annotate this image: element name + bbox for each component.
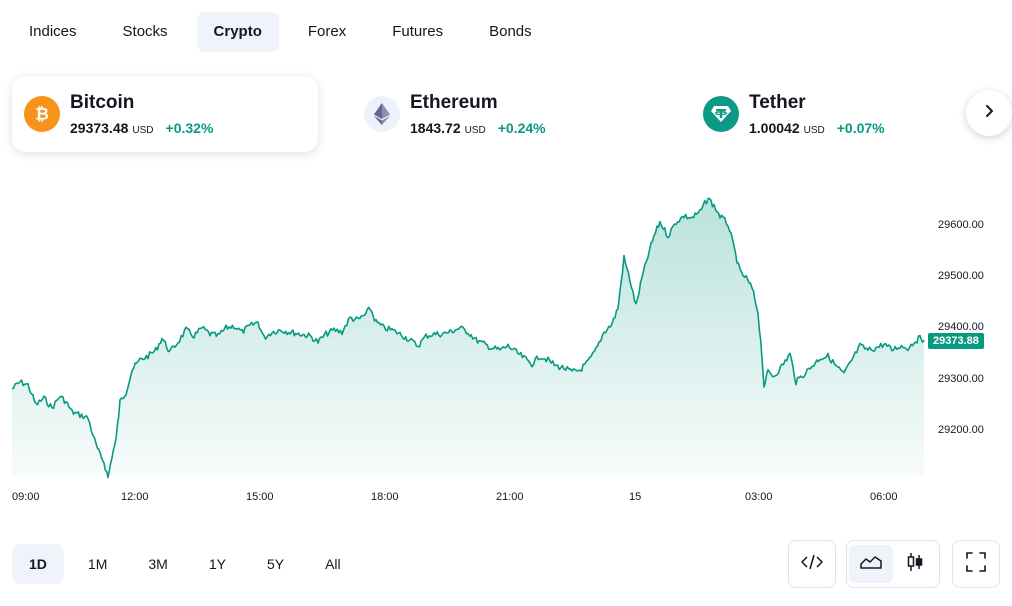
- price-chart[interactable]: [0, 160, 930, 490]
- asset-card-ethereum[interactable]: Ethereum 1843.72 USD +0.24%: [352, 76, 658, 152]
- next-assets-button[interactable]: [966, 90, 1012, 136]
- y-tick-label: 29200.00: [938, 424, 984, 436]
- y-tick-label: 29600.00: [938, 219, 984, 231]
- x-tick-label: 18:00: [371, 491, 399, 503]
- area-chart-button[interactable]: [849, 545, 893, 583]
- asset-currency: USD: [803, 125, 825, 136]
- bitcoin-icon: ₿: [24, 96, 60, 132]
- x-tick-label: 03:00: [745, 491, 773, 503]
- y-tick-label: 29300.00: [938, 373, 984, 385]
- svg-text:₿: ₿: [35, 105, 49, 125]
- range-5y[interactable]: 5Y: [266, 556, 285, 572]
- candlestick-icon: [906, 552, 924, 577]
- asset-card-tether[interactable]: Tether 1.00042 USD +0.07%: [691, 76, 997, 152]
- range-1m[interactable]: 1M: [87, 556, 108, 572]
- x-tick-label: 15:00: [246, 491, 274, 503]
- asset-change: +0.32%: [165, 120, 214, 136]
- asset-change: +0.07%: [836, 120, 885, 136]
- x-tick-label: 12:00: [121, 491, 149, 503]
- asset-currency: USD: [464, 125, 486, 136]
- x-tick-label: 15: [629, 491, 642, 503]
- chevron-right-icon: [982, 104, 996, 123]
- chart-style-toggle: [846, 540, 940, 588]
- embed-button[interactable]: [788, 540, 836, 588]
- last-price-label: 29373.88: [928, 333, 984, 349]
- x-tick-label: 21:00: [496, 491, 524, 503]
- range-1y[interactable]: 1Y: [208, 556, 226, 572]
- candlestick-chart-button[interactable]: [893, 545, 937, 583]
- market-tabs: Indices Stocks Crypto Forex Futures Bond…: [12, 12, 561, 52]
- x-tick-label: 09:00: [12, 491, 40, 503]
- price-area: [12, 198, 924, 478]
- ethereum-icon: [364, 96, 400, 132]
- asset-name: Ethereum: [410, 92, 498, 113]
- tab-bonds[interactable]: Bonds: [489, 23, 532, 40]
- x-tick-label: 06:00: [870, 491, 898, 503]
- fullscreen-button[interactable]: [952, 540, 1000, 588]
- asset-name: Bitcoin: [70, 92, 135, 113]
- y-tick-label: 29400.00: [938, 321, 984, 333]
- asset-price: 1843.72: [410, 120, 461, 136]
- price-line: [11, 197, 925, 479]
- tab-forex[interactable]: Forex: [307, 23, 347, 40]
- asset-card-bitcoin[interactable]: ₿ Bitcoin 29373.48 USD +0.32%: [12, 76, 318, 152]
- range-1d[interactable]: 1D: [12, 544, 64, 584]
- asset-name: Tether: [749, 92, 806, 113]
- tab-futures[interactable]: Futures: [392, 23, 444, 40]
- tab-crypto[interactable]: Crypto: [196, 12, 279, 52]
- tether-icon: [703, 96, 739, 132]
- range-3m[interactable]: 3M: [148, 556, 168, 572]
- range-all[interactable]: All: [325, 556, 341, 572]
- tab-indices[interactable]: Indices: [29, 23, 77, 40]
- area-chart-icon: [860, 553, 882, 576]
- time-range-selector: 1D 1M 3M 1Y 5Y All: [12, 544, 365, 584]
- y-tick-label: 29500.00: [938, 270, 984, 282]
- tab-stocks[interactable]: Stocks: [122, 23, 168, 40]
- asset-change: +0.24%: [497, 120, 546, 136]
- asset-price: 1.00042: [749, 120, 800, 136]
- asset-currency: USD: [132, 125, 154, 136]
- code-icon: [801, 553, 823, 576]
- fullscreen-icon: [966, 551, 986, 577]
- asset-price: 29373.48: [70, 120, 129, 136]
